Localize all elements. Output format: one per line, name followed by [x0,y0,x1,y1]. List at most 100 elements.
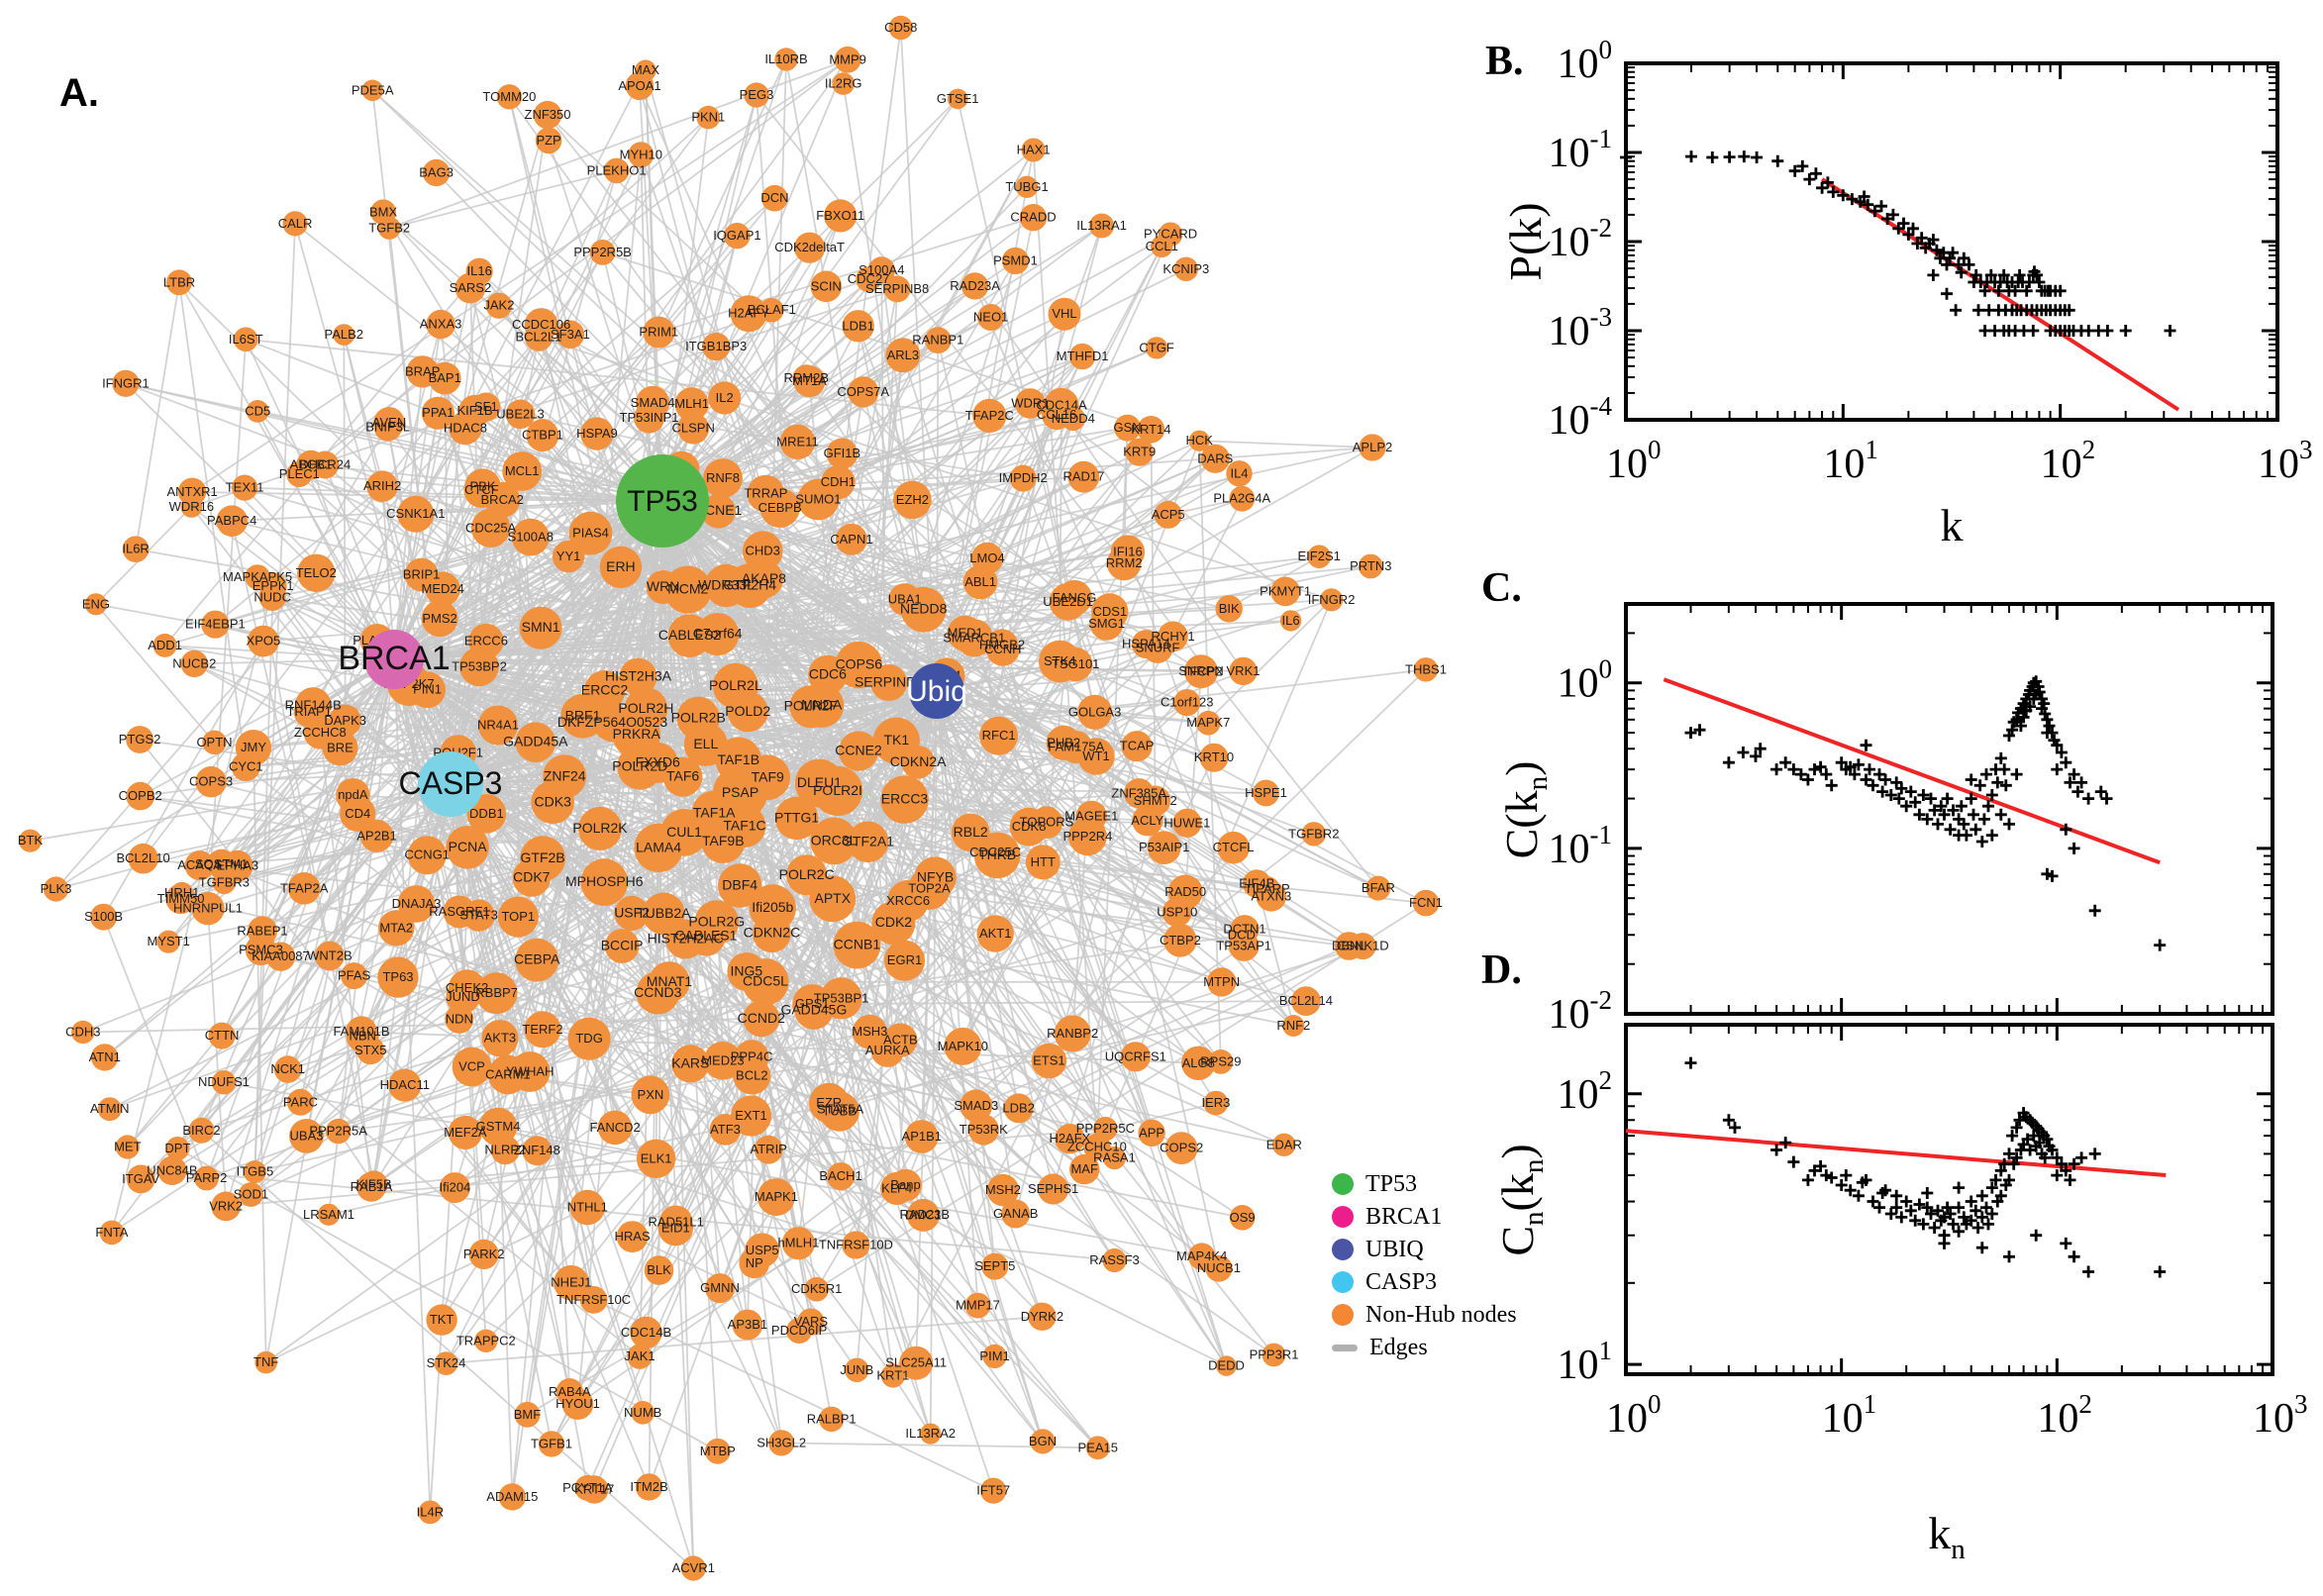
network-node [1229,656,1258,686]
network-node [397,885,436,923]
edge [299,975,355,1103]
edge [936,690,1116,1158]
node-label: BRE [327,740,354,754]
node-label: MTHFD1 [1057,349,1109,363]
edge [111,500,663,1234]
edge [102,422,390,918]
data-point [1963,258,1975,271]
y-axis-title: P(k) [1500,202,1551,280]
node-label: NFYB [917,869,954,885]
node-label: IFT57 [976,1483,1010,1498]
edge [192,490,663,502]
data-point [1820,768,1833,781]
edge [200,1130,694,1569]
hub-node-casp3 [418,751,483,817]
data-point [1965,1214,1977,1227]
node-label: ACP5 [1152,507,1185,522]
data-point [1886,208,1899,221]
node-label: BAP1 [429,370,461,385]
edge [388,169,617,230]
network-node [1307,545,1331,568]
network-node [212,870,237,895]
network-node [426,1304,457,1336]
network-node [696,613,740,656]
network-node [703,1042,743,1080]
node-label: IFNGR1 [102,375,150,390]
data-point [1787,1155,1800,1168]
data-point [1953,1181,1966,1194]
edge [450,783,1099,1448]
data-point [1860,739,1872,751]
network-node [908,867,951,910]
network-node [232,474,258,501]
node-label: IFI16 [1113,545,1143,559]
network-node [1114,414,1142,442]
edge [567,555,601,830]
node-label: SF3A1 [551,327,590,342]
node-label: BFAR [1362,880,1395,895]
data-point [2068,1157,2080,1170]
data-point [1846,193,1859,206]
node-label: RCHY1 [1152,629,1195,644]
node-label: FXYD6 [636,753,680,769]
node-label: POLR2I [813,782,862,798]
network-node [745,754,790,801]
node-label: ERH [606,558,636,574]
node-label: RASSF3 [1089,1252,1140,1267]
network-node [1253,779,1279,807]
node-label: TNFRSF10D [819,1238,893,1252]
network-node [749,884,796,932]
node-label: WDR33L [698,577,755,593]
network-node [373,407,405,439]
data-point [1821,176,1834,189]
network-node [627,1344,653,1369]
data-point [1879,773,1892,786]
network-node [464,468,501,506]
node-label: PARK2 [463,1247,505,1261]
network-node [568,511,613,555]
data-point [2051,739,2064,751]
network-node [497,896,539,938]
network-node [91,1044,119,1071]
network-node [730,1095,772,1137]
network-node [1121,731,1153,762]
data-point [1835,756,1848,769]
node-label: STAT3 [459,908,498,923]
data-point [1620,151,1632,163]
data-point [2003,1250,2015,1263]
node-label: ADD1 [148,638,182,652]
edge [936,690,1017,1215]
node-label: JAK2 [483,298,514,313]
data-point [1814,1159,1827,1172]
node-label: WRN [647,578,679,594]
network-node [336,778,370,813]
network-node [671,1045,710,1083]
node-label: PPP2R5B [573,245,632,259]
network-node [774,48,798,71]
node-label: RAD51L1 [649,1214,704,1229]
data-point [1982,800,1994,813]
node-label: NEO1 [973,310,1008,325]
network-node [552,540,585,573]
node-label: LDB2 [1002,1100,1035,1115]
network-node [1215,595,1243,623]
node-label: TERF2 [522,1022,562,1037]
tick-label: 103 [2253,1389,2308,1442]
node-label: PPP2R4 [1062,829,1112,844]
node-label: ABCB1 [290,457,333,472]
edge [661,500,1228,1367]
edge [223,658,395,883]
node-label: HDAC11 [380,1077,430,1092]
node-label: HSPE1 [1245,785,1287,800]
edge-swatch-icon [1332,1344,1358,1351]
edge [415,197,775,515]
edge [201,992,658,1132]
network-node [43,876,69,902]
network-node [628,142,655,168]
edge [95,603,216,744]
data-point [1952,258,1965,271]
network-node [533,100,562,130]
node-label: RFC1 [982,728,1016,743]
data-point [1868,205,1881,218]
node-label: SMN1 [522,619,560,635]
